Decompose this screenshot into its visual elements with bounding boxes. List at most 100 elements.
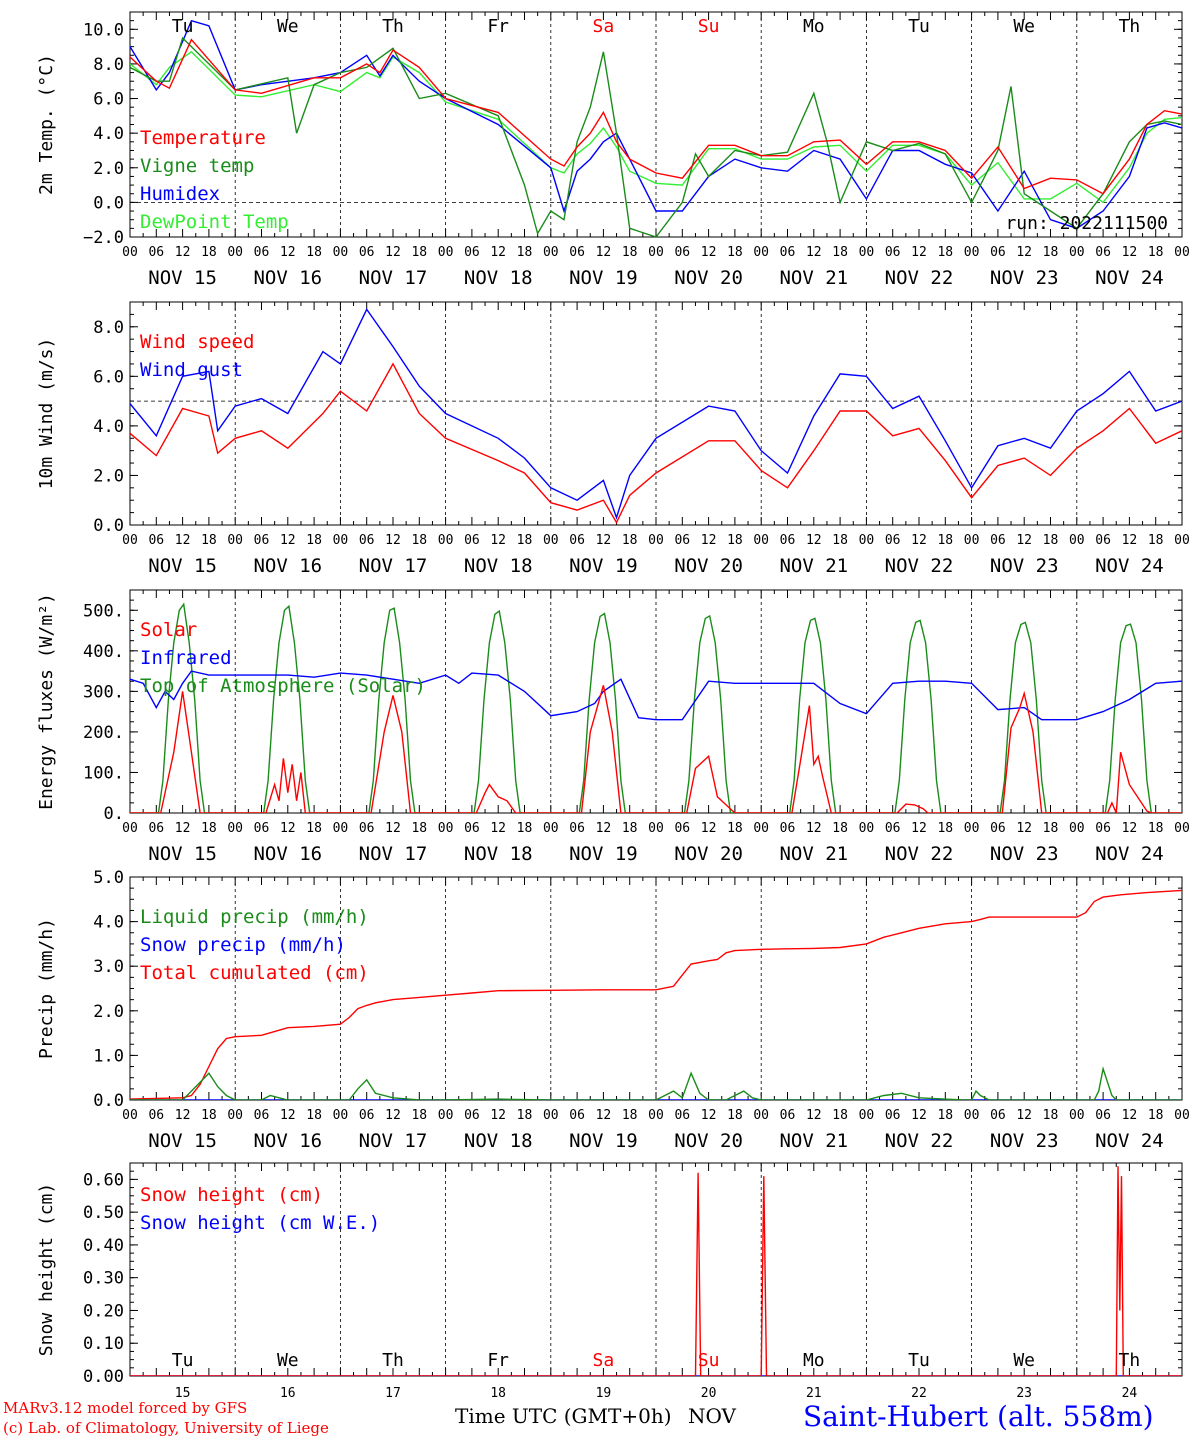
hour-tick-label: 06 bbox=[359, 1108, 375, 1123]
day-label: NOV 16 bbox=[253, 843, 322, 865]
y-tick-label: 0.40 bbox=[83, 1236, 124, 1256]
hour-tick-label: 12 bbox=[490, 533, 506, 548]
hour-tick-label: 12 bbox=[701, 245, 717, 260]
y-tick-label: 0.30 bbox=[83, 1269, 124, 1289]
weekday-label-top: Fr bbox=[487, 16, 509, 37]
hour-tick-label: 00 bbox=[648, 245, 664, 260]
y-tick-label: 0.0 bbox=[93, 1091, 124, 1111]
series-line bbox=[130, 308, 1182, 520]
weekday-label-bottom: Mo bbox=[803, 1350, 825, 1371]
hour-tick-label: 12 bbox=[806, 245, 822, 260]
hour-tick-label: 00 bbox=[859, 245, 875, 260]
day-label: NOV 24 bbox=[1095, 1130, 1164, 1152]
hour-tick-label: 00 bbox=[543, 245, 559, 260]
hour-tick-label: 18 bbox=[306, 245, 322, 260]
y-tick-label: 4.0 bbox=[93, 124, 124, 144]
hour-tick-label: 12 bbox=[280, 245, 296, 260]
day-label: NOV 21 bbox=[779, 1130, 848, 1152]
series-line bbox=[130, 19, 1182, 230]
hour-tick-label: 06 bbox=[464, 245, 480, 260]
day-label: NOV 22 bbox=[885, 843, 954, 865]
hour-tick-label: 18 bbox=[937, 533, 953, 548]
hour-tick-label: 12 bbox=[596, 1108, 612, 1123]
hour-tick-label: 18 bbox=[727, 1108, 743, 1123]
hour-tick-label: 06 bbox=[780, 533, 796, 548]
hour-tick-label: 06 bbox=[1095, 821, 1111, 836]
y-tick-label: 400. bbox=[83, 642, 124, 662]
y-tick-label: 8.0 bbox=[93, 55, 124, 75]
day-number-label: 23 bbox=[1016, 1386, 1032, 1401]
hour-tick-label: 06 bbox=[254, 821, 270, 836]
hour-tick-label: 06 bbox=[1095, 533, 1111, 548]
weekday-label-top: Th bbox=[382, 16, 404, 37]
hour-tick-label: 12 bbox=[175, 245, 191, 260]
series-line bbox=[130, 36, 1182, 237]
hour-tick-label: 18 bbox=[517, 245, 533, 260]
day-label: NOV 23 bbox=[990, 267, 1059, 289]
hour-tick-label: 00 bbox=[438, 821, 454, 836]
hour-tick-label: 06 bbox=[464, 1108, 480, 1123]
weekday-label-bottom: We bbox=[1013, 1350, 1035, 1371]
weekday-label-bottom: Sa bbox=[593, 1350, 615, 1371]
y-tick-label: −2.0 bbox=[83, 228, 124, 248]
hour-tick-label: 18 bbox=[517, 821, 533, 836]
day-label: NOV 22 bbox=[885, 555, 954, 577]
weekday-label-top: Mo bbox=[803, 16, 825, 37]
hour-tick-label: 12 bbox=[385, 533, 401, 548]
hour-tick-label: 12 bbox=[911, 533, 927, 548]
day-label: NOV 23 bbox=[990, 1130, 1059, 1152]
legend-entry: Humidex bbox=[140, 183, 220, 205]
hour-tick-label: 18 bbox=[201, 821, 217, 836]
hour-tick-label: 00 bbox=[1069, 245, 1085, 260]
day-label: NOV 18 bbox=[464, 267, 533, 289]
day-label: NOV 24 bbox=[1095, 267, 1164, 289]
day-label: NOV 16 bbox=[253, 1130, 322, 1152]
hour-tick-label: 18 bbox=[937, 245, 953, 260]
legend-entry: Liquid precip (mm/h) bbox=[140, 906, 369, 928]
y-tick-label: 500. bbox=[83, 601, 124, 621]
y-tick-label: 6.0 bbox=[93, 90, 124, 110]
series-group bbox=[130, 602, 1182, 813]
day-label: NOV 17 bbox=[359, 555, 428, 577]
day-label: NOV 24 bbox=[1095, 843, 1164, 865]
hour-tick-label: 06 bbox=[674, 533, 690, 548]
hour-tick-label: 06 bbox=[359, 821, 375, 836]
hour-tick-label: 12 bbox=[175, 821, 191, 836]
day-label: NOV 23 bbox=[990, 555, 1059, 577]
hour-tick-label: 00 bbox=[227, 1108, 243, 1123]
hour-tick-label: 00 bbox=[1174, 821, 1190, 836]
day-label: NOV 16 bbox=[253, 267, 322, 289]
hour-tick-label: 18 bbox=[1148, 245, 1164, 260]
weekday-label-top: We bbox=[277, 16, 299, 37]
day-label: NOV 21 bbox=[779, 267, 848, 289]
y-axis-label: Energy fluxes (W/m²) bbox=[36, 593, 57, 810]
hour-tick-label: 06 bbox=[674, 245, 690, 260]
hour-tick-label: 06 bbox=[674, 1108, 690, 1123]
weekday-label-bottom: We bbox=[277, 1350, 299, 1371]
xaxis-title: Time UTC (GMT+0h) bbox=[455, 1404, 672, 1428]
weekday-label-top: Tu bbox=[908, 16, 930, 37]
hour-tick-label: 12 bbox=[1122, 821, 1138, 836]
hour-tick-label: 06 bbox=[148, 1108, 164, 1123]
hour-tick-label: 00 bbox=[438, 533, 454, 548]
series-line bbox=[130, 38, 1182, 195]
series-line bbox=[130, 50, 1182, 204]
hour-tick-label: 12 bbox=[806, 1108, 822, 1123]
hour-tick-label: 18 bbox=[727, 821, 743, 836]
credit-line-2: (c) Lab. of Climatology, University of L… bbox=[3, 1419, 329, 1437]
hour-tick-label: 06 bbox=[464, 533, 480, 548]
hour-tick-label: 00 bbox=[227, 245, 243, 260]
hour-tick-label: 18 bbox=[411, 1108, 427, 1123]
day-label: NOV 20 bbox=[674, 267, 743, 289]
y-tick-label: 2.0 bbox=[93, 159, 124, 179]
hour-tick-label: 18 bbox=[306, 1108, 322, 1123]
hour-tick-label: 06 bbox=[569, 1108, 585, 1123]
hour-tick-label: 06 bbox=[990, 245, 1006, 260]
y-tick-label: 0.0 bbox=[93, 516, 124, 536]
hour-tick-label: 06 bbox=[885, 245, 901, 260]
y-axis-label: Precip (mm/h) bbox=[36, 918, 57, 1059]
hour-tick-label: 12 bbox=[385, 245, 401, 260]
series-line bbox=[130, 362, 1182, 524]
hour-tick-label: 12 bbox=[911, 821, 927, 836]
xaxis-unit: NOV bbox=[688, 1404, 736, 1428]
